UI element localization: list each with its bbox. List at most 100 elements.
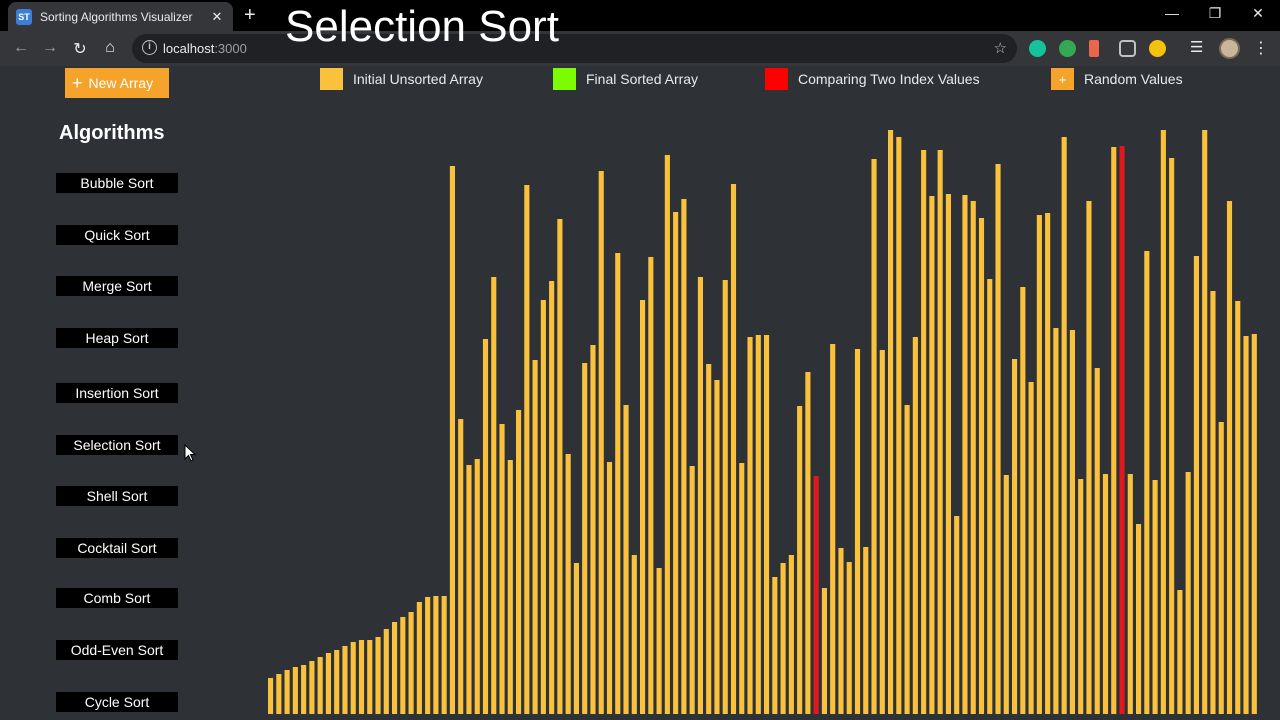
array-bar: [1160, 130, 1166, 714]
array-bar: [896, 137, 902, 714]
array-bar: [921, 150, 927, 714]
home-icon[interactable]: ⌂: [105, 39, 115, 56]
array-bar: [449, 166, 455, 714]
array-bar: [284, 670, 290, 714]
insertion-sort-button[interactable]: Insertion Sort: [56, 383, 178, 403]
array-bar: [292, 667, 298, 714]
array-bar: [970, 201, 976, 714]
browser-tab-strip: ST Sorting Algorithms Visualizer ✕ + — ❐…: [0, 0, 1280, 31]
array-bar: [598, 171, 604, 714]
legend-label: Initial Unsorted Array: [353, 71, 483, 87]
bookmark-star-icon[interactable]: ☆: [993, 40, 1007, 57]
extension-icon[interactable]: [1089, 40, 1099, 57]
array-bar: [358, 640, 365, 714]
array-bar: [1251, 334, 1257, 714]
array-bars-chart: [268, 130, 1257, 714]
legend-plus-icon: +: [1051, 68, 1074, 90]
selection-sort-button[interactable]: Selection Sort: [56, 435, 178, 455]
array-bar: [433, 596, 439, 714]
array-bar: [458, 419, 464, 714]
array-bar: [1185, 472, 1191, 714]
array-bar: [1202, 130, 1208, 714]
shell-sort-button[interactable]: Shell Sort: [56, 486, 178, 506]
minimize-icon[interactable]: —: [1165, 5, 1179, 21]
array-bar: [730, 184, 737, 714]
odd-even-sort-button[interactable]: Odd-Even Sort: [56, 640, 178, 660]
array-bar: [268, 678, 274, 714]
array-bar: [1028, 382, 1034, 714]
array-bar: [755, 335, 761, 714]
browser-tab[interactable]: ST Sorting Algorithms Visualizer ✕: [8, 2, 233, 31]
array-bar: [772, 577, 778, 714]
array-bar: [797, 406, 803, 714]
array-bar: [1111, 147, 1117, 714]
array-bar: [904, 405, 910, 714]
array-bar: [656, 568, 662, 714]
array-bar: [582, 363, 588, 714]
legend-label: Final Sorted Array: [586, 71, 699, 87]
profile-avatar[interactable]: [1219, 38, 1240, 59]
extension-icon[interactable]: [1059, 40, 1076, 57]
site-info-icon[interactable]: i: [142, 40, 157, 55]
close-window-icon[interactable]: ✕: [1252, 5, 1264, 21]
cycle-sort-button[interactable]: Cycle Sort: [56, 692, 178, 712]
array-bar: [706, 364, 712, 714]
mouse-cursor-icon: [184, 444, 197, 462]
address-bar[interactable]: i localhost:3000 ☆: [132, 34, 1017, 63]
array-bar: [540, 300, 546, 714]
reload-icon[interactable]: ↻: [73, 41, 87, 58]
array-bar: [309, 661, 315, 714]
array-bar: [805, 372, 811, 714]
reading-list-icon[interactable]: ☰: [1190, 39, 1204, 56]
new-tab-icon[interactable]: +: [244, 4, 256, 26]
array-bar: [1053, 328, 1059, 714]
array-bar: [392, 622, 398, 714]
legend-swatch: [765, 68, 788, 90]
new-array-button[interactable]: + New Array: [65, 68, 169, 98]
array-bar: [681, 199, 687, 714]
bubble-sort-button[interactable]: Bubble Sort: [56, 173, 178, 193]
pocket-extension-icon[interactable]: [1119, 40, 1136, 57]
array-bar: [1218, 422, 1224, 714]
array-bar: [408, 612, 414, 714]
close-tab-icon[interactable]: ✕: [211, 8, 223, 24]
array-bar: [482, 339, 489, 714]
restore-icon[interactable]: ❐: [1208, 5, 1222, 21]
array-bar: [425, 597, 431, 714]
quick-sort-button[interactable]: Quick Sort: [56, 225, 178, 245]
array-bar: [1086, 201, 1092, 714]
array-bar: [1003, 475, 1009, 714]
array-bar: [623, 405, 629, 714]
array-bar: [375, 637, 381, 714]
array-bar: [664, 155, 670, 714]
array-bar: [1144, 251, 1150, 714]
array-bar: [557, 219, 563, 714]
array-bar: [937, 150, 943, 714]
extension-icon[interactable]: [1149, 40, 1166, 57]
array-bar: [1061, 137, 1067, 714]
cocktail-sort-button[interactable]: Cocktail Sort: [56, 538, 178, 558]
array-bar: [516, 410, 522, 714]
array-bar: [1152, 480, 1158, 714]
heap-sort-button[interactable]: Heap Sort: [56, 328, 178, 348]
array-bar: [317, 657, 323, 714]
array-bar: [565, 454, 571, 714]
merge-sort-button[interactable]: Merge Sort: [56, 276, 178, 296]
array-bar: [334, 650, 340, 714]
video-overlay-title: Selection Sort: [285, 2, 559, 51]
array-bar: [697, 277, 703, 714]
array-bar: [780, 563, 786, 714]
array-bar: [764, 335, 770, 714]
back-icon[interactable]: ←: [13, 39, 29, 56]
array-bar: [640, 300, 646, 714]
array-bar: [978, 218, 985, 714]
array-bar: [301, 665, 307, 714]
legend-random-values[interactable]: + Random Values: [1051, 68, 1183, 90]
array-bar: [830, 344, 836, 714]
grammarly-extension-icon[interactable]: [1029, 40, 1046, 57]
menu-icon[interactable]: ⋮: [1253, 40, 1269, 57]
comb-sort-button[interactable]: Comb Sort: [56, 588, 178, 608]
forward-icon[interactable]: →: [42, 39, 58, 56]
legend-comparing: Comparing Two Index Values: [765, 68, 980, 90]
array-bar: [615, 253, 621, 714]
